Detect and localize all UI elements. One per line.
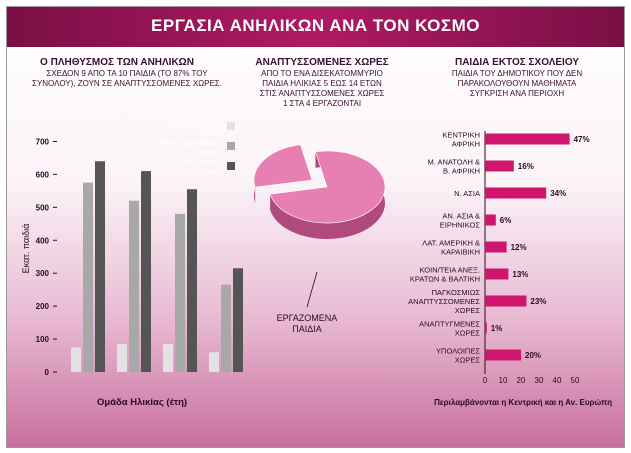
bar-developed <box>71 347 81 372</box>
region-value: 34% <box>550 189 566 198</box>
x-tick-label: 10 <box>499 376 508 385</box>
region-bar <box>485 322 487 334</box>
pie-leader-line <box>306 271 318 308</box>
region-label: Μ. ΑΝΑΤΟΛΗ & Β. ΑΦΡΙΚΗ <box>427 158 480 176</box>
region-bar <box>485 241 507 253</box>
x-tick-label: 20 <box>517 376 526 385</box>
region-value: 12% <box>511 243 527 252</box>
header-bar: ΕΡΓΑΣΙΑ ΑΝΗΛΙΚΩΝ ΑΝΑ ΤΟΝ ΚΟΣΜΟ <box>7 7 624 47</box>
x-tick-label: 40 <box>553 376 562 385</box>
legend-swatch <box>227 142 235 150</box>
y-axis-label: Εκατ. παιδιά <box>21 224 31 274</box>
region-value: 1% <box>491 324 503 333</box>
x-tick-label: 0 <box>483 376 488 385</box>
pie-label: ΠΑΙΔΙΑ <box>292 324 322 334</box>
region-value: 13% <box>512 270 528 279</box>
pie-slice <box>269 150 386 224</box>
bar-developing <box>129 200 139 372</box>
bar-developed <box>117 344 127 372</box>
bar-rest <box>95 161 105 372</box>
region-label: Ν. ΑΣΙΑ <box>454 189 480 198</box>
region-label: ΥΠΟΛΟΙΠΕΣ ΧΩΡΕΣ <box>436 347 480 365</box>
bar-rest <box>187 189 197 372</box>
middle-subtitle-line: 1 ΣΤΑ 4 ΕΡΓΑΖΟΝΤΑΙ <box>282 99 362 108</box>
region-value: 23% <box>530 297 546 306</box>
middle-subtitle-line: ΣΤΙΣ ΑΝΑΠΤΥΣΣΟΜΕΝΕΣ ΧΩΡΕΣ <box>259 89 385 98</box>
x-tick-label: 50 <box>571 376 580 385</box>
right-subtitle-line: ΣΥΓΚΡΙΣΗ ΑΝΑ ΠΕΡΙΟΧΗ <box>469 89 565 98</box>
left-subtitle-line: ΣΥΝΟΛΟΥ), ΖΟΥΝ ΣΕ ΑΝΑΠΤΥΣΣΟΜΕΝΕΣ ΧΩΡΕΣ. <box>32 79 222 88</box>
y-tick-label: 500 <box>36 203 50 212</box>
region-bar <box>485 187 547 199</box>
region-value: 47% <box>574 135 590 144</box>
bar-rest <box>233 268 243 372</box>
infographic-frame: ΕΡΓΑΣΙΑ ΑΝΗΛΙΚΩΝ ΑΝΑ ΤΟΝ ΚΟΣΜΟ Ο ΠΛΗΘΥΣΜ… <box>6 6 625 448</box>
region-value: 16% <box>518 162 534 171</box>
region-bar <box>485 214 496 226</box>
left-panel-subtitle: ΣΧΕΔΟΝ 9 ΑΠΟ ΤΑ 10 ΠΑΙΔΙΑ (ΤΟ 87% ΤΟΥ ΣΥ… <box>17 69 237 89</box>
bar-rest <box>141 171 151 372</box>
region-bar <box>485 295 527 307</box>
y-tick-label: 100 <box>36 335 50 344</box>
right-subtitle-line: ΠΑΙΔΙΑ ΤΟΥ ΔΗΜΟΤΙΚΟΥ ΠΟΥ ΔΕΝ <box>451 69 583 78</box>
bar-developed <box>209 352 219 372</box>
x-tick-label: 30 <box>535 376 544 385</box>
region-value: 6% <box>500 216 512 225</box>
y-tick-label: 200 <box>36 302 50 311</box>
legend-label: Υπόλοιπες χώρες <box>184 158 222 176</box>
bar-developing <box>175 213 185 372</box>
y-tick-label: 600 <box>36 170 50 179</box>
left-subtitle-line: ΣΧΕΔΟΝ 9 ΑΠΟ ΤΑ 10 ΠΑΙΔΙΑ (ΤΟ 87% ΤΟΥ <box>46 69 208 78</box>
legend-label: Αναπτυσσόμενες χώρες <box>161 138 222 156</box>
right-panel-title: ΠΑΙΔΙΑ ΕΚΤΟΣ ΣΧΟΛΕΙΟΥ <box>454 57 580 68</box>
right-panel-subtitle: ΠΑΙΔΙΑ ΤΟΥ ΔΗΜΟΤΙΚΟΥ ΠΟΥ ΔΕΝ ΠΑΡΑΚΟΛΟΥΘΟ… <box>417 69 617 99</box>
region-label: ΚΕΝΤΡΙΚΗ ΑΦΡΙΚΗ <box>442 131 480 149</box>
y-tick-label: 300 <box>36 269 50 278</box>
y-tick-label: 700 <box>36 137 50 146</box>
bar-developing <box>221 284 231 372</box>
legend-swatch <box>227 122 235 130</box>
middle-panel-title: ΑΝΑΠΤΥΣΣΟΜΕΝΕΣ ΧΩΡΕΣ <box>255 57 389 68</box>
right-subtitle-line: ΠΑΡΑΚΟΛΟΥΘΟΥΝ ΜΑΘΗΜΑΤΑ <box>457 79 577 88</box>
region-label: ΑΝ. ΑΣΙΑ & ΕΙΡΗΝΙΚΟΣ <box>440 212 481 230</box>
region-label: ΠΑΓΚΟΣΜΙΩΣ ΑΝΑΠΤΥΣΣΟΜΕΝΕΣ ΧΩΡΕΣ <box>408 288 480 315</box>
y-tick-label: 0 <box>45 368 50 377</box>
region-bar <box>485 133 570 145</box>
footnote: Περιλαμβάνονται η Κεντρική και η Αν. Ευρ… <box>434 398 612 407</box>
bar-developing <box>83 182 93 372</box>
y-tick-label: 400 <box>36 236 50 245</box>
region-label: ΑΝΑΠΤΥΓΜΕΝΕΣ ΧΩΡΕΣ <box>419 320 480 338</box>
legend-swatch <box>227 162 235 170</box>
bar-developed <box>163 344 173 372</box>
region-bar <box>485 268 509 280</box>
region-value: 20% <box>525 351 541 360</box>
region-label: ΛΑΤ. ΑΜΕΡΙΚΗ & ΚΑΡΑΙΒΙΚΗ <box>422 239 480 257</box>
middle-panel-subtitle: ΑΠΟ ΤΟ ΕΝΑ ΔΙΣΕΚΑΤΟΜΜΥΡΙΟ ΠΑΙΔΙΑ ΗΛΙΚΙΑΣ… <box>237 69 407 109</box>
legend-label: Αναπτυγμένες χώρες <box>172 118 223 136</box>
middle-subtitle-line: ΑΠΟ ΤΟ ΕΝΑ ΔΙΣΕΚΑΤΟΜΜΥΡΙΟ <box>261 69 383 78</box>
region-label: ΚΟΙΝ/ΤΕΙΑ ΑΝΕΞ. ΚΡΑΤΩΝ & ΒΑΛΤΙΚΗ <box>410 266 480 284</box>
middle-subtitle-line: ΠΑΙΔΙΑ ΗΛΙΚΙΑΣ 5 ΕΩΣ 14 ΕΤΩΝ <box>262 79 382 88</box>
pie-slice <box>253 144 313 188</box>
left-x-axis-label: Ομάδα Ηλικίας (έτη) <box>97 397 188 408</box>
left-panel-title: Ο ΠΛΗΘΥΣΜΟΣ ΤΩΝ ΑΝΗΛΙΚΩΝ <box>40 57 194 68</box>
pie-label: ΕΡΓΑΖΟΜΕΝΑ <box>277 313 338 323</box>
page-title: ΕΡΓΑΣΙΑ ΑΝΗΛΙΚΩΝ ΑΝΑ ΤΟΝ ΚΟΣΜΟ <box>151 16 480 35</box>
region-bar <box>485 349 521 361</box>
region-bar <box>485 160 514 172</box>
